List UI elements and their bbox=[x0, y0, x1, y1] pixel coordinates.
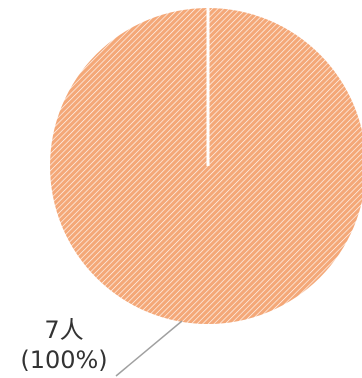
pie-slices bbox=[50, 8, 362, 324]
leader-line bbox=[115, 320, 183, 377]
slice-percent-label: (100%) bbox=[20, 346, 107, 374]
slice-count-label: 7人 bbox=[44, 316, 83, 344]
pie-slice-0 bbox=[50, 8, 362, 324]
